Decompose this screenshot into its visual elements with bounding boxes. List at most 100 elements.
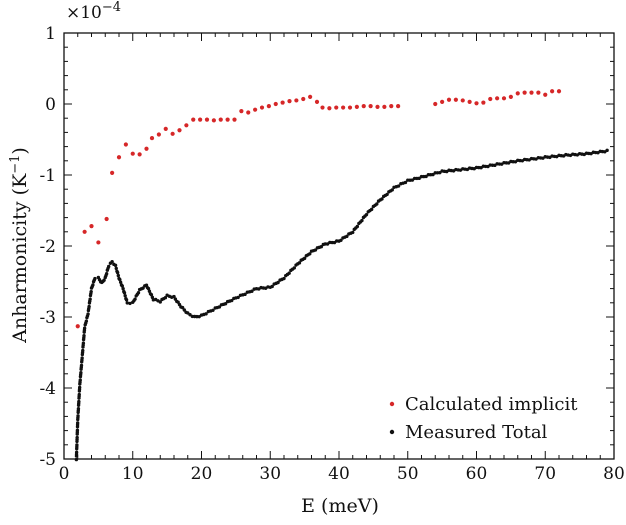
measured-total-point [124,298,129,302]
calculated-implicit-point [218,117,223,122]
calculated-implicit-point [184,123,189,128]
measured-total-point [118,280,123,285]
calculated-implicit-point [280,100,285,105]
calculated-implicit-point [327,106,332,111]
calculated-implicit-point [320,105,325,110]
calculated-implicit-point [239,109,244,114]
measured-total-point [380,197,384,201]
calculated-implicit-point [137,152,142,157]
measured-total-point [302,256,307,261]
measured-total-point [91,283,95,287]
measured-total-point [351,230,355,235]
y-tick-label: -1 [39,166,56,186]
calculated-implicit-point [123,142,128,147]
x-axis-label: E (meV) [301,495,379,517]
measured-total-point [77,392,81,397]
x-tick-label: 0 [59,464,70,484]
measured-total-point [78,378,82,382]
measured-total-point [123,294,127,298]
measured-total-point [250,289,254,293]
calculated-implicit-point [204,117,210,122]
calculated-implicit-point [308,94,313,99]
measured-total-point [146,286,151,291]
calculated-implicit-point [433,101,438,107]
measured-total-point [76,414,80,418]
calculated-implicit-point [382,104,387,109]
measured-total-point [236,295,240,300]
x-tick-label: 20 [191,464,213,484]
measured-total-point [77,385,82,390]
calculated-implicit-point [550,89,555,94]
measured-total-point [149,292,154,297]
y-tick-label: -5 [39,450,56,470]
measured-total-point [86,312,90,316]
measured-total-point [121,287,125,291]
calculated-implicit-point [211,118,216,123]
calculated-implicit-point [246,110,251,115]
calculated-implicit-point [198,117,203,122]
measured-total-point [282,276,286,281]
measured-total-point [369,207,374,212]
calculated-implicit-point [314,99,320,104]
y-tick-label: -2 [39,237,56,257]
measured-total-point [79,363,84,368]
measured-total-point [313,248,318,252]
calculated-implicit-point [301,96,306,102]
calculated-implicit-point [259,105,265,110]
y-axis-label: Anharmonicity (K−1) [8,147,31,344]
calculated-implicit-point [225,117,230,122]
measured-total-point [125,301,129,305]
y-tick-label: 0 [45,95,56,115]
calculated-implicit-point [266,104,271,109]
measured-total-point [390,188,394,192]
y-tick-label: 1 [45,24,56,44]
calculated-implicit-point [334,105,339,110]
calculated-implicit-point [354,104,359,109]
measured-total-point [292,266,297,270]
calculated-implicit-point [529,90,534,95]
measured-total-point [180,305,185,310]
calculated-implicit-point [144,146,149,151]
calculated-implicit-point [460,98,465,103]
measured-total-point [385,192,389,197]
measured-total-point [186,311,190,315]
measured-total-point [115,270,120,275]
marks-layer [74,89,609,462]
legend-marker-measured-total [389,429,395,435]
measured-total-point [217,305,222,309]
legend: Calculated implicit Measured Total [389,394,578,443]
measured-total-point [122,291,127,295]
calculated-implicit-point [536,90,541,95]
measured-total-point [102,278,106,282]
calculated-implicit-point [368,104,373,109]
measured-total-point [230,298,234,303]
measured-total-point [116,273,121,278]
measured-total-point [106,264,111,269]
calculated-implicit-point [273,101,278,107]
x-tick-label: 60 [466,464,488,484]
measured-total-point [204,312,208,316]
measured-total-point [364,212,369,217]
calculated-implicit-point [481,100,486,105]
calculated-implicit-point [396,104,401,109]
calculated-implicit-point [130,151,135,156]
measured-total-point [355,224,360,229]
calculated-implicit-point [177,128,182,133]
calculated-implicit-point [294,98,299,103]
calculated-implicit-point [467,99,472,104]
calculated-implicit-point [389,104,394,109]
measured-total-point [270,284,274,289]
calculated-implicit-point [508,94,513,99]
calculated-implicit-point [501,96,507,101]
measured-total-point [360,218,364,223]
measured-total-point [375,202,379,206]
measured-total-point [308,252,312,256]
calculated-implicit-point [191,117,196,122]
calculated-implicit-point [446,97,452,102]
measured-total-point [82,334,86,338]
measured-total-point [110,260,114,264]
x-tick-label: 40 [328,464,350,484]
measured-total-point [133,297,137,301]
calculated-implicit-point [75,324,80,329]
